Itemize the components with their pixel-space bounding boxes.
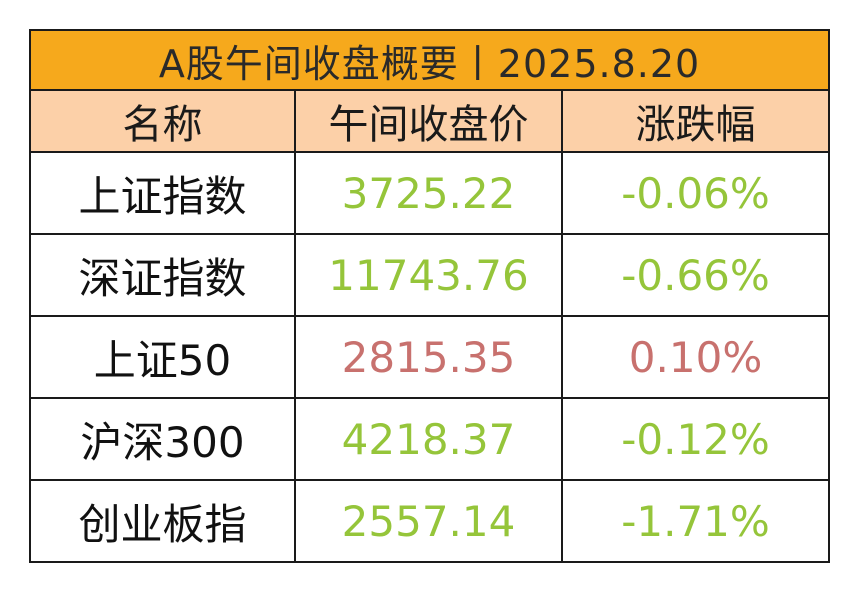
table-row: 上证指数 3725.22 -0.06%: [29, 151, 831, 235]
table-row: 沪深300 4218.37 -0.12%: [29, 397, 831, 481]
table-row: 上证50 2815.35 0.10%: [29, 315, 831, 399]
index-change: -0.06%: [560, 151, 831, 235]
index-price: 4218.37: [294, 397, 563, 481]
table-title: A股午间收盘概要丨2025.8.20: [28, 29, 831, 91]
market-summary-table: A股午间收盘概要丨2025.8.20 名称 午间收盘价 涨跌幅 上证指数 372…: [28, 29, 831, 563]
header-change: 涨跌幅: [560, 89, 831, 153]
header-name: 名称: [29, 89, 296, 153]
index-name: 深证指数: [29, 233, 296, 317]
index-name: 上证指数: [29, 151, 296, 235]
index-price: 2557.14: [294, 479, 563, 563]
header-price: 午间收盘价: [294, 89, 563, 153]
market-summary-card: A股午间收盘概要丨2025.8.20 名称 午间收盘价 涨跌幅 上证指数 372…: [28, 29, 831, 563]
index-change: -0.12%: [560, 397, 831, 481]
index-name: 上证50: [29, 315, 296, 399]
index-change: -0.66%: [560, 233, 831, 317]
index-name: 创业板指: [29, 479, 296, 563]
title-row: A股午间收盘概要丨2025.8.20: [28, 29, 831, 91]
table-row: 深证指数 11743.76 -0.66%: [29, 233, 831, 317]
index-name: 沪深300: [29, 397, 296, 481]
index-price: 2815.35: [294, 315, 563, 399]
index-change: -1.71%: [560, 479, 831, 563]
index-change: 0.10%: [560, 315, 831, 399]
header-row: 名称 午间收盘价 涨跌幅: [29, 89, 831, 153]
table-row: 创业板指 2557.14 -1.71%: [29, 479, 831, 563]
index-price: 3725.22: [294, 151, 563, 235]
index-price: 11743.76: [294, 233, 563, 317]
